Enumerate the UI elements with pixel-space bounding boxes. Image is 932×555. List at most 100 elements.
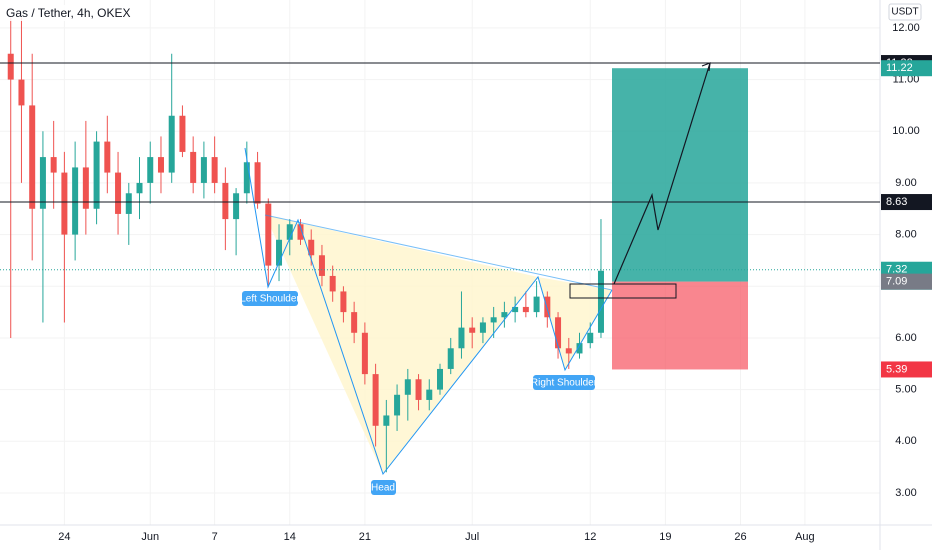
x-tick-label: Jun: [141, 531, 159, 543]
candle-body: [233, 193, 240, 220]
price-tag-label: 7.32: [886, 264, 907, 276]
x-tick-label: Aug: [795, 531, 815, 543]
y-tick-label: 8.00: [895, 229, 916, 241]
currency-box: [888, 3, 922, 21]
candle-body: [157, 157, 164, 173]
candle-body: [544, 296, 551, 318]
y-tick-label: 10.00: [892, 125, 920, 137]
label-right-shoulder: Right Shoulder: [531, 375, 598, 390]
candle-body: [555, 317, 562, 349]
y-tick-label: 4.00: [895, 435, 916, 447]
annotation: Left Shoulder: [240, 294, 300, 305]
candle-body: [286, 224, 293, 240]
candle-body: [404, 379, 411, 395]
price-tag: 7.09: [881, 273, 932, 290]
x-tick-label: 26: [734, 531, 746, 543]
y-tick-label: 3.00: [895, 487, 916, 499]
candle-body: [437, 368, 443, 390]
candle-body: [394, 394, 401, 416]
candle-body: [18, 79, 25, 106]
candle-body: [361, 332, 368, 375]
x-tick-label: 21: [359, 531, 371, 543]
candle-body: [587, 332, 594, 344]
price-tag: 5.39: [881, 361, 932, 378]
annotation: Right Shoulder: [531, 378, 598, 389]
candle-body: [93, 141, 100, 209]
candle-body: [415, 379, 422, 400]
candle-body: [147, 157, 154, 183]
pattern-fill: [538, 277, 612, 370]
candle-body: [254, 162, 261, 204]
range-box: [569, 283, 677, 299]
stop-zone: [612, 281, 748, 370]
candles: [7, 17, 604, 473]
candle-body: [479, 322, 486, 333]
price-tag-bg: [881, 273, 932, 290]
candle-body: [265, 203, 272, 266]
price-tag: 8.63: [881, 194, 932, 211]
price-tag-label: 5.39: [886, 363, 907, 375]
x-tick-label: 7: [212, 531, 218, 543]
candle-body: [458, 327, 465, 349]
candle-body: [372, 374, 379, 426]
candle-body: [168, 115, 175, 173]
candle-body: [597, 270, 604, 333]
title-bg: [2, 5, 122, 21]
chart-title: Gas / Tether, 4h, OKEX: [6, 6, 131, 20]
candle-body: [29, 105, 36, 209]
candle-body: [297, 224, 304, 240]
annotation: Head: [371, 483, 395, 494]
candle-body: [490, 317, 497, 323]
candle-body: [190, 151, 197, 183]
x-tick-label: 12: [584, 531, 596, 543]
y-tick-label: 5.00: [895, 384, 916, 396]
pattern-line: [244, 147, 613, 476]
candle-body: [72, 167, 79, 235]
candle-body: [243, 162, 250, 194]
price-tag-label: 11.22: [886, 62, 913, 74]
candle-body: [340, 291, 347, 313]
y-tick-label: 6.00: [895, 332, 916, 344]
candle-body: [39, 157, 46, 209]
candle-body: [522, 306, 529, 313]
candle-body: [383, 415, 390, 426]
x-tick-label: 24: [58, 531, 70, 543]
price-tag-bg: [881, 60, 932, 77]
candle-body: [351, 312, 358, 333]
neckline: [264, 214, 613, 291]
position: [612, 68, 748, 370]
candle-body: [82, 167, 89, 209]
candle-body: [426, 389, 433, 400]
candle-body: [50, 157, 57, 173]
label-left-shoulder: Left Shoulder: [240, 291, 300, 306]
candle-body: [200, 157, 207, 183]
candle-body: [565, 348, 572, 354]
candle-body: [308, 239, 315, 256]
currency: USDT: [891, 7, 918, 18]
candle-body: [276, 239, 283, 266]
candle-body: [533, 296, 540, 313]
x-tick-label: Jul: [465, 531, 479, 543]
path-arrow: [613, 62, 711, 285]
y-tick-label: 11.00: [893, 73, 920, 85]
candle-body: [125, 193, 132, 214]
price-tag-label: 8.63: [886, 196, 907, 208]
x-tick-label: 14: [284, 531, 296, 543]
x-tick-label: 19: [659, 531, 671, 543]
candle-body: [211, 157, 218, 183]
candle-body: [318, 255, 325, 276]
candle-body: [576, 343, 583, 354]
candle-body: [469, 327, 476, 333]
target-zone: [612, 68, 748, 282]
price-tag-bg: [881, 194, 932, 211]
price-tag: 11.22: [881, 60, 932, 77]
price-tag-label: 7.09: [886, 276, 907, 288]
candle-body: [7, 53, 14, 80]
candle-body: [512, 306, 519, 313]
candle-body: [447, 348, 454, 369]
candle-body: [115, 172, 122, 214]
label-head: Head: [371, 480, 396, 495]
candle-body: [61, 172, 68, 235]
candle-body: [501, 312, 508, 318]
